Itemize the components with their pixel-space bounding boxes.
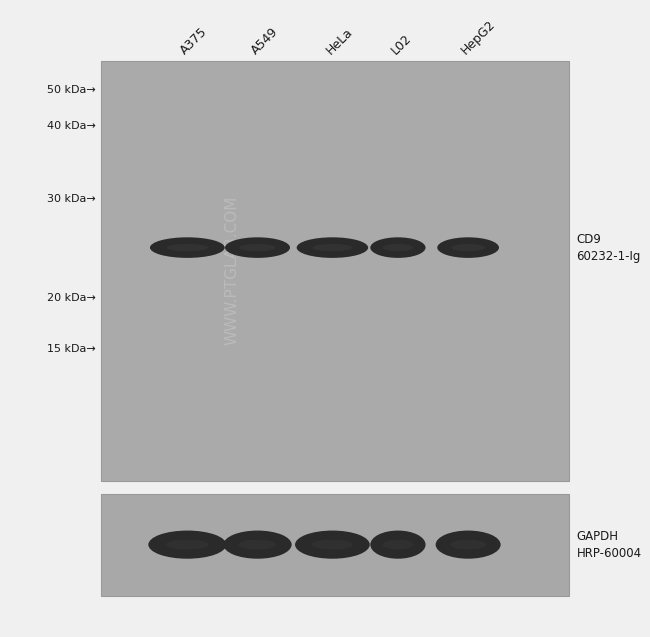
Ellipse shape [370, 531, 426, 559]
FancyBboxPatch shape [101, 61, 569, 481]
FancyBboxPatch shape [101, 494, 569, 596]
Text: A375: A375 [178, 25, 210, 57]
Text: 15 kDa→: 15 kDa→ [47, 343, 96, 354]
Ellipse shape [225, 238, 290, 258]
Ellipse shape [451, 244, 485, 251]
Text: WWW.PTGLAB.COM: WWW.PTGLAB.COM [224, 196, 239, 345]
Ellipse shape [239, 540, 276, 550]
Ellipse shape [295, 531, 370, 559]
Ellipse shape [296, 238, 368, 258]
Text: HepG2: HepG2 [459, 18, 499, 57]
Text: 30 kDa→: 30 kDa→ [47, 194, 96, 204]
Text: CD9
60232-1-Ig: CD9 60232-1-Ig [577, 233, 641, 262]
Ellipse shape [437, 238, 499, 258]
Ellipse shape [313, 244, 352, 251]
Ellipse shape [370, 238, 426, 258]
Ellipse shape [167, 244, 208, 251]
Ellipse shape [166, 540, 209, 550]
Ellipse shape [383, 540, 413, 550]
Text: 50 kDa→: 50 kDa→ [47, 85, 96, 95]
Text: GAPDH
HRP-60004: GAPDH HRP-60004 [577, 529, 642, 560]
Text: 20 kDa→: 20 kDa→ [47, 293, 96, 303]
Ellipse shape [383, 244, 413, 251]
Ellipse shape [450, 540, 486, 550]
Ellipse shape [150, 238, 225, 258]
Text: L02: L02 [389, 32, 414, 57]
Text: 40 kDa→: 40 kDa→ [47, 120, 96, 131]
Ellipse shape [436, 531, 500, 559]
Ellipse shape [312, 540, 353, 550]
Ellipse shape [240, 244, 276, 251]
Text: A549: A549 [248, 25, 280, 57]
Ellipse shape [148, 531, 226, 559]
Ellipse shape [224, 531, 292, 559]
Text: HeLa: HeLa [323, 25, 355, 57]
